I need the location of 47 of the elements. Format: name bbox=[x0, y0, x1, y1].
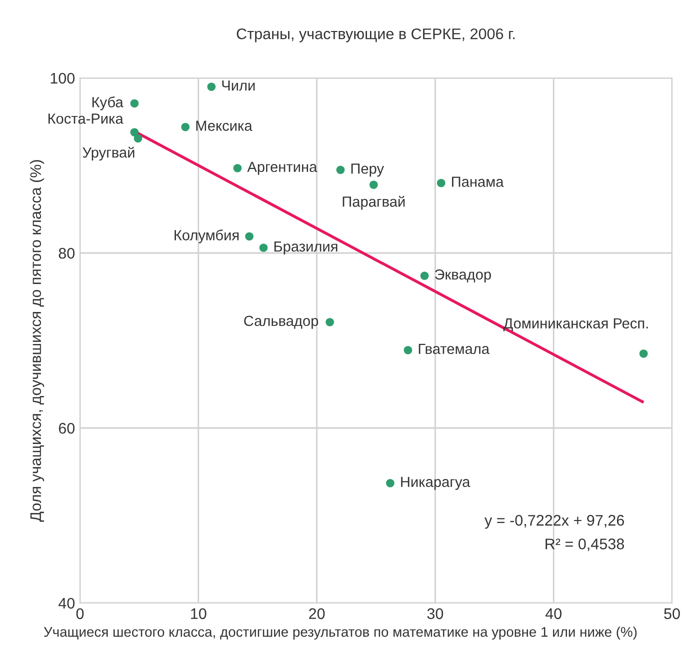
y-tick-label: 60 bbox=[58, 422, 75, 434]
annotation: Мексика bbox=[196, 120, 252, 131]
point bbox=[326, 318, 334, 326]
annotation: y = -0,7222x + 97,26 bbox=[484, 514, 624, 529]
point bbox=[639, 349, 648, 358]
annotation: Гватемала bbox=[418, 344, 490, 354]
annotation: Куба bbox=[92, 96, 124, 110]
point bbox=[369, 180, 378, 189]
y-tick-label: 40 bbox=[58, 598, 75, 609]
x-tick-label: 40 bbox=[545, 608, 562, 620]
annotation: Перу bbox=[351, 164, 384, 177]
point bbox=[233, 164, 242, 172]
x-tick-label: 0 bbox=[76, 608, 84, 620]
point bbox=[181, 122, 190, 132]
x-tick-label: 50 bbox=[664, 608, 680, 620]
annotation: Сальвадор bbox=[244, 316, 318, 329]
annotation: Эквадор bbox=[435, 269, 491, 283]
annotation: R² = 0,4538 bbox=[546, 538, 624, 552]
point bbox=[245, 232, 254, 241]
x-axis-title: Учащиеся шестого класса, достигшие результатов по математике на уровне 1 или ниже (%) bbox=[44, 626, 637, 640]
point bbox=[130, 99, 139, 108]
point bbox=[259, 244, 268, 252]
y-tick-label: 80 bbox=[58, 248, 75, 259]
annotation: Колумбия bbox=[174, 230, 239, 244]
annotation: Парагвай bbox=[342, 196, 405, 210]
point bbox=[207, 82, 216, 91]
annotation: Доминиканская Респ. bbox=[503, 318, 648, 332]
point bbox=[436, 178, 446, 188]
point bbox=[134, 134, 142, 143]
annotation: Коста-Рика bbox=[48, 114, 124, 124]
annotation: Аргентина bbox=[247, 162, 318, 175]
annotation: Панама bbox=[452, 176, 504, 187]
x-tick-label: 10 bbox=[191, 608, 206, 620]
annotation: Уругвай bbox=[82, 146, 134, 161]
point bbox=[130, 128, 139, 136]
chart-title: Страны, участвующие в СЕРКЕ, 2006 г. bbox=[236, 28, 515, 42]
y-axis-title: Доля учащихся, доучившихся до пятого класса (%) bbox=[30, 160, 44, 522]
y-tick-label: 100 bbox=[50, 72, 75, 84]
point bbox=[386, 478, 394, 488]
annotation: Никарагуа bbox=[401, 476, 470, 490]
annotation: Чили bbox=[222, 80, 255, 91]
point bbox=[336, 166, 345, 174]
point bbox=[404, 346, 412, 354]
point bbox=[420, 272, 429, 280]
x-tick-label: 20 bbox=[309, 608, 325, 620]
x-tick-label: 30 bbox=[427, 608, 444, 620]
annotation: Бразилия bbox=[274, 241, 338, 255]
